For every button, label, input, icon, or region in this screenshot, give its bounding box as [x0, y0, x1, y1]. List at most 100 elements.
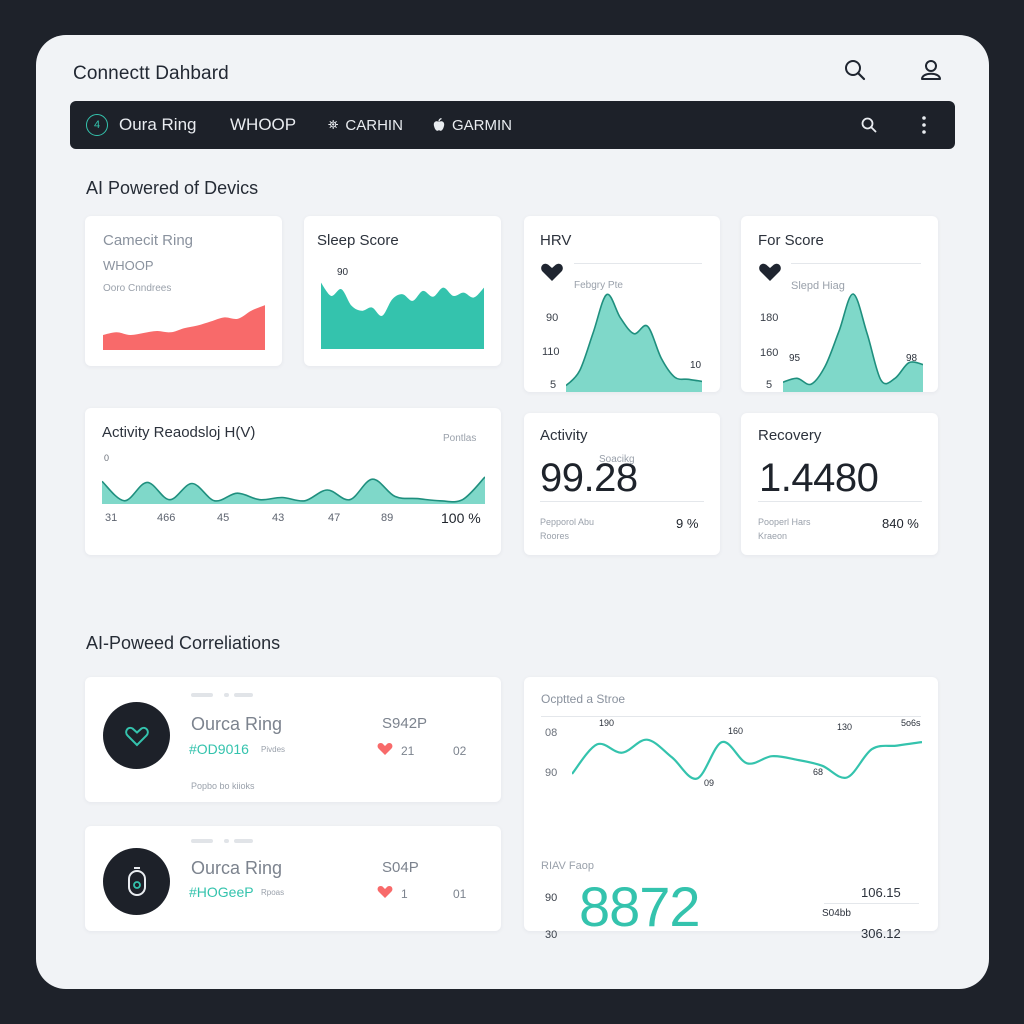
ring-device-icon — [126, 866, 148, 898]
activity-chart-card[interactable]: Activity Reaodsloj H(V) Pontlas 0 31 466… — [85, 408, 501, 555]
card-caption: Pooperl Hars — [758, 517, 811, 527]
search-icon[interactable] — [860, 116, 878, 134]
point-label: 95 — [789, 353, 801, 364]
device-code-note: Rpoas — [261, 888, 285, 897]
card-title: Sleep Score — [317, 232, 399, 249]
device-navbar: 4 Oura Ring WHOOP ⛯ CARHIN GARMIN — [70, 101, 955, 149]
y-tick: 30 — [545, 929, 558, 941]
stat-value: 306.12 — [861, 926, 901, 941]
peak-label: 160 — [728, 726, 744, 736]
y-tick: 0 — [104, 453, 110, 463]
y-tick: 110 — [542, 346, 560, 358]
for-score-card[interactable]: For Score Slepd Hiag 180 160 5 95 98 — [741, 216, 938, 392]
device-code: #HOGeeP — [189, 884, 254, 900]
card-caption: Pepporol Abu — [540, 517, 595, 527]
device-name: Ourca Ring — [191, 714, 283, 734]
y-tick: 5 — [766, 379, 773, 391]
y-tick: 08 — [545, 727, 558, 739]
device-footer: Popbo bo kiioks — [191, 781, 255, 791]
side-value: 02 — [453, 744, 467, 758]
nav-item-label: Oura Ring — [119, 115, 197, 134]
card-title: Activity Reaodsloj H(V) — [102, 424, 256, 441]
sleep-area-chart — [321, 282, 484, 349]
card-title: Activity — [540, 427, 588, 444]
device-avatar — [103, 702, 170, 769]
device-value: S942P — [382, 715, 428, 732]
hrv-card[interactable]: HRV Febgry Pte 90 110 5 10 — [524, 216, 720, 392]
heart-value: 1 — [401, 887, 408, 901]
device-code: #OD9016 — [189, 741, 249, 757]
y-tick: 160 — [760, 347, 779, 359]
x-tick: 45 — [217, 512, 230, 524]
peak-label: 190 — [599, 718, 615, 728]
y-tick: 90 — [545, 767, 558, 779]
x-tick: 466 — [157, 512, 176, 524]
card-title: For Score — [758, 232, 824, 249]
section-title: AI-Poweed Correliations — [86, 633, 281, 653]
device-area-chart — [103, 305, 265, 350]
user-icon[interactable] — [918, 57, 944, 83]
search-icon[interactable] — [842, 57, 868, 83]
activity-stat-card[interactable]: Activity Soacikg 99.28 Pepporol Abu Roor… — [524, 413, 720, 555]
heart-icon — [124, 725, 150, 747]
more-vertical-icon[interactable] — [921, 115, 927, 135]
nav-item-whoop[interactable]: WHOOP — [230, 101, 296, 149]
stat-value: 106.15 — [861, 885, 901, 900]
device-avatar — [103, 848, 170, 915]
card-caption: Kraeon — [758, 531, 788, 541]
axis-label: 90 — [337, 267, 349, 278]
nav-item-carhin[interactable]: ⛯ CARHIN — [328, 101, 403, 149]
y-tick: 180 — [760, 312, 779, 324]
x-tick: 43 — [272, 512, 285, 524]
point-label: 98 — [906, 353, 918, 364]
device-list-item[interactable]: Ourca Ring #HOGeeP Rpoas S04P 1 01 — [85, 826, 501, 931]
heart-icon — [758, 262, 782, 282]
peak-label: 130 — [837, 722, 853, 732]
nav-item-garmin[interactable]: GARMIN — [433, 101, 512, 149]
y-tick: 90 — [545, 892, 558, 904]
activity-area-chart — [102, 476, 485, 504]
hrv-big-value: 8872 — [579, 875, 701, 938]
device-code-note: Pivdes — [261, 745, 286, 754]
page-title: Connectt Dahbard — [73, 63, 229, 84]
card-subtitle: WHOOP — [103, 258, 154, 273]
hrv-area-chart — [566, 293, 702, 392]
percent-value: 100 % — [441, 510, 481, 526]
oura-badge-icon: 4 — [86, 114, 108, 136]
heart-icon — [377, 742, 393, 756]
card-sublabel: Febgry Pte — [574, 280, 623, 291]
heart-value: 21 — [401, 744, 415, 758]
nav-item-oura[interactable]: 4 Oura Ring — [86, 101, 196, 149]
activity-value: 99.28 — [540, 456, 638, 500]
stat-label: S04bb — [822, 908, 851, 919]
card-caption: Ooro Cnndrees — [103, 283, 172, 294]
card-caption: Roores — [540, 531, 570, 541]
recovery-card[interactable]: Recovery 1.4480 Pooperl Hars Kraeon 840 … — [741, 413, 938, 555]
correlation-line-chart — [572, 738, 922, 780]
device-value: S04P — [382, 859, 419, 876]
peak-label: 10 — [690, 360, 702, 371]
peak-label: 5o6s — [901, 718, 921, 728]
x-tick: 89 — [381, 512, 394, 524]
device-name: Ourca Ring — [191, 858, 283, 878]
y-tick: 5 — [550, 379, 557, 391]
card-title: Recovery — [758, 427, 822, 444]
device-list-item[interactable]: Ourca Ring #OD9016 Pivdes S942P 21 02 Po… — [85, 677, 501, 802]
sleep-card[interactable]: Sleep Score 90 — [304, 216, 501, 366]
corner-label: Pontlas — [443, 433, 477, 444]
dashboard-window: Connectt Dahbard 4 Oura Ring WHOOP ⛯ CAR… — [36, 35, 989, 989]
card-sublabel: Slepd Hiag — [791, 280, 845, 292]
recovery-value: 1.4480 — [759, 456, 879, 500]
card-title: Ocptted a Stroe — [541, 692, 626, 706]
card-sublabel: Soacikg — [599, 454, 635, 465]
apple-icon — [433, 118, 445, 132]
heart-icon — [540, 262, 564, 282]
side-value: 01 — [453, 887, 467, 901]
x-tick: 47 — [328, 512, 341, 524]
nav-item-label: GARMIN — [452, 116, 512, 134]
percent-value: 840 % — [882, 516, 919, 531]
device-card[interactable]: Camecit Ring WHOOP Ooro Cnndrees — [85, 216, 282, 366]
x-tick: 31 — [105, 512, 118, 524]
trough-label: 68 — [813, 767, 824, 777]
correlation-card[interactable]: Ocptted a Stroe 08 90 190 160 130 5o6s 0… — [524, 677, 938, 941]
